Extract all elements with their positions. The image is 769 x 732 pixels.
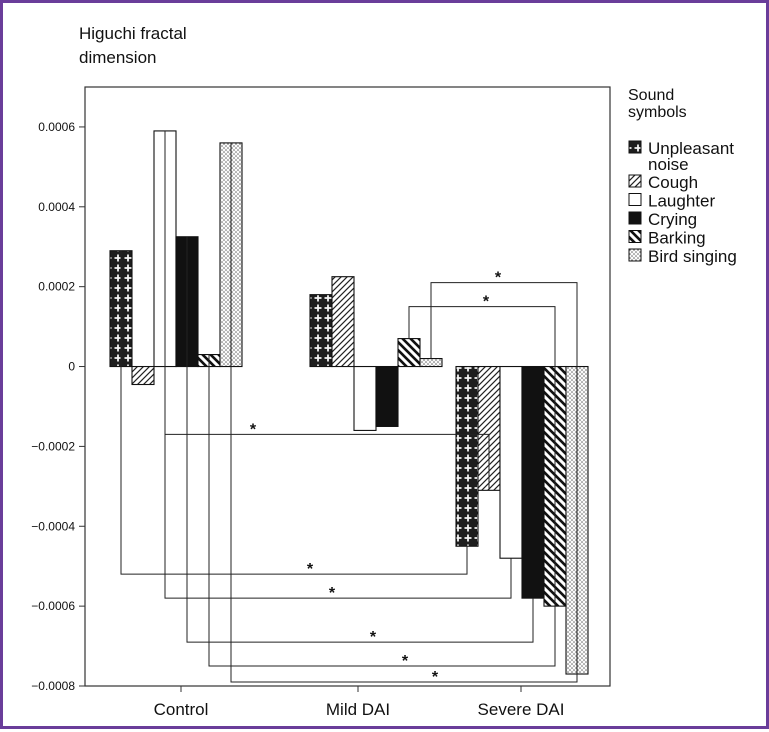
legend-label: Unpleasant — [648, 139, 734, 158]
legend-label: Laughter — [648, 192, 715, 211]
bar-diag-control — [131, 365, 155, 386]
bar-white-mild-dai — [353, 365, 377, 431]
y-axis-title-line: dimension — [79, 48, 157, 67]
y-tick-label: −0.0006 — [31, 599, 75, 613]
y-tick-label: 0.0004 — [38, 200, 75, 214]
x-tick-label: Mild DAI — [326, 700, 390, 719]
significance-star: * — [432, 669, 439, 686]
bars — [109, 130, 589, 675]
legend-label: Barking — [648, 229, 706, 248]
legend-title-line: Sound — [628, 87, 674, 104]
y-axis-title-line: Higuchi fractal — [79, 24, 187, 43]
y-tick-label: 0 — [68, 360, 75, 374]
legend-swatch-backdiag — [628, 230, 642, 243]
significance-bracket — [408, 306, 556, 607]
bar-white-severe-dai — [499, 365, 523, 559]
significance-star: * — [250, 421, 257, 438]
bar-diag-mild-dai — [331, 276, 355, 368]
x-tick-label: Control — [154, 700, 209, 719]
y-axis-title: Higuchi fractal dimension — [79, 24, 187, 67]
legend-swatch-white — [628, 193, 642, 206]
significance-bracket — [208, 354, 556, 667]
legend-swatch-cross — [628, 140, 642, 154]
y-tick-label: −0.0008 — [31, 679, 75, 693]
bar-cross-mild-dai — [309, 294, 333, 368]
significance-brackets: * * * * * * * * — [120, 130, 578, 686]
bar-dots-mild-dai — [419, 357, 443, 368]
y-tick-label: −0.0002 — [31, 439, 75, 453]
plot-frame — [84, 86, 611, 687]
significance-star: * — [483, 294, 490, 311]
significance-star: * — [329, 585, 336, 602]
significance-star: * — [495, 270, 502, 287]
legend: UnpleasantnoiseCoughLaughterCryingBarkin… — [628, 139, 737, 266]
y-tick-label: 0.0006 — [38, 120, 75, 134]
significance-star: * — [370, 629, 377, 646]
significance-star: * — [307, 561, 314, 578]
legend-label: Crying — [648, 210, 697, 229]
legend-swatch-dots — [628, 248, 642, 262]
legend-title-line: symbols — [628, 104, 687, 121]
legend-label: Cough — [648, 173, 698, 192]
legend-label: noise — [648, 155, 689, 174]
y-tick-label: −0.0004 — [31, 519, 75, 533]
bar-black-mild-dai — [375, 365, 399, 427]
bar-backdiag-mild-dai — [397, 338, 421, 368]
significance-bracket — [120, 250, 468, 575]
significance-star: * — [402, 653, 409, 670]
x-axis-ticks: Control Mild DAI Severe DAI — [154, 686, 565, 719]
significance-bracket — [164, 130, 512, 599]
significance-bracket — [230, 142, 578, 683]
significance-bracket — [430, 282, 578, 675]
legend-swatch-diag — [628, 174, 642, 188]
significance-bracket — [186, 236, 534, 643]
y-tick-label: 0.0002 — [38, 280, 75, 294]
x-tick-label: Severe DAI — [478, 700, 565, 719]
bar-cross-severe-dai — [455, 365, 479, 547]
legend-label: Bird singing — [648, 247, 737, 266]
plot-area-border — [84, 86, 611, 687]
legend-swatch-black — [628, 211, 642, 225]
y-axis-ticks: 0.0006 0.0004 0.0002 0 −0.0002 −0.0004 −0.0006… — [31, 120, 85, 693]
bar-black-severe-dai — [521, 365, 545, 599]
